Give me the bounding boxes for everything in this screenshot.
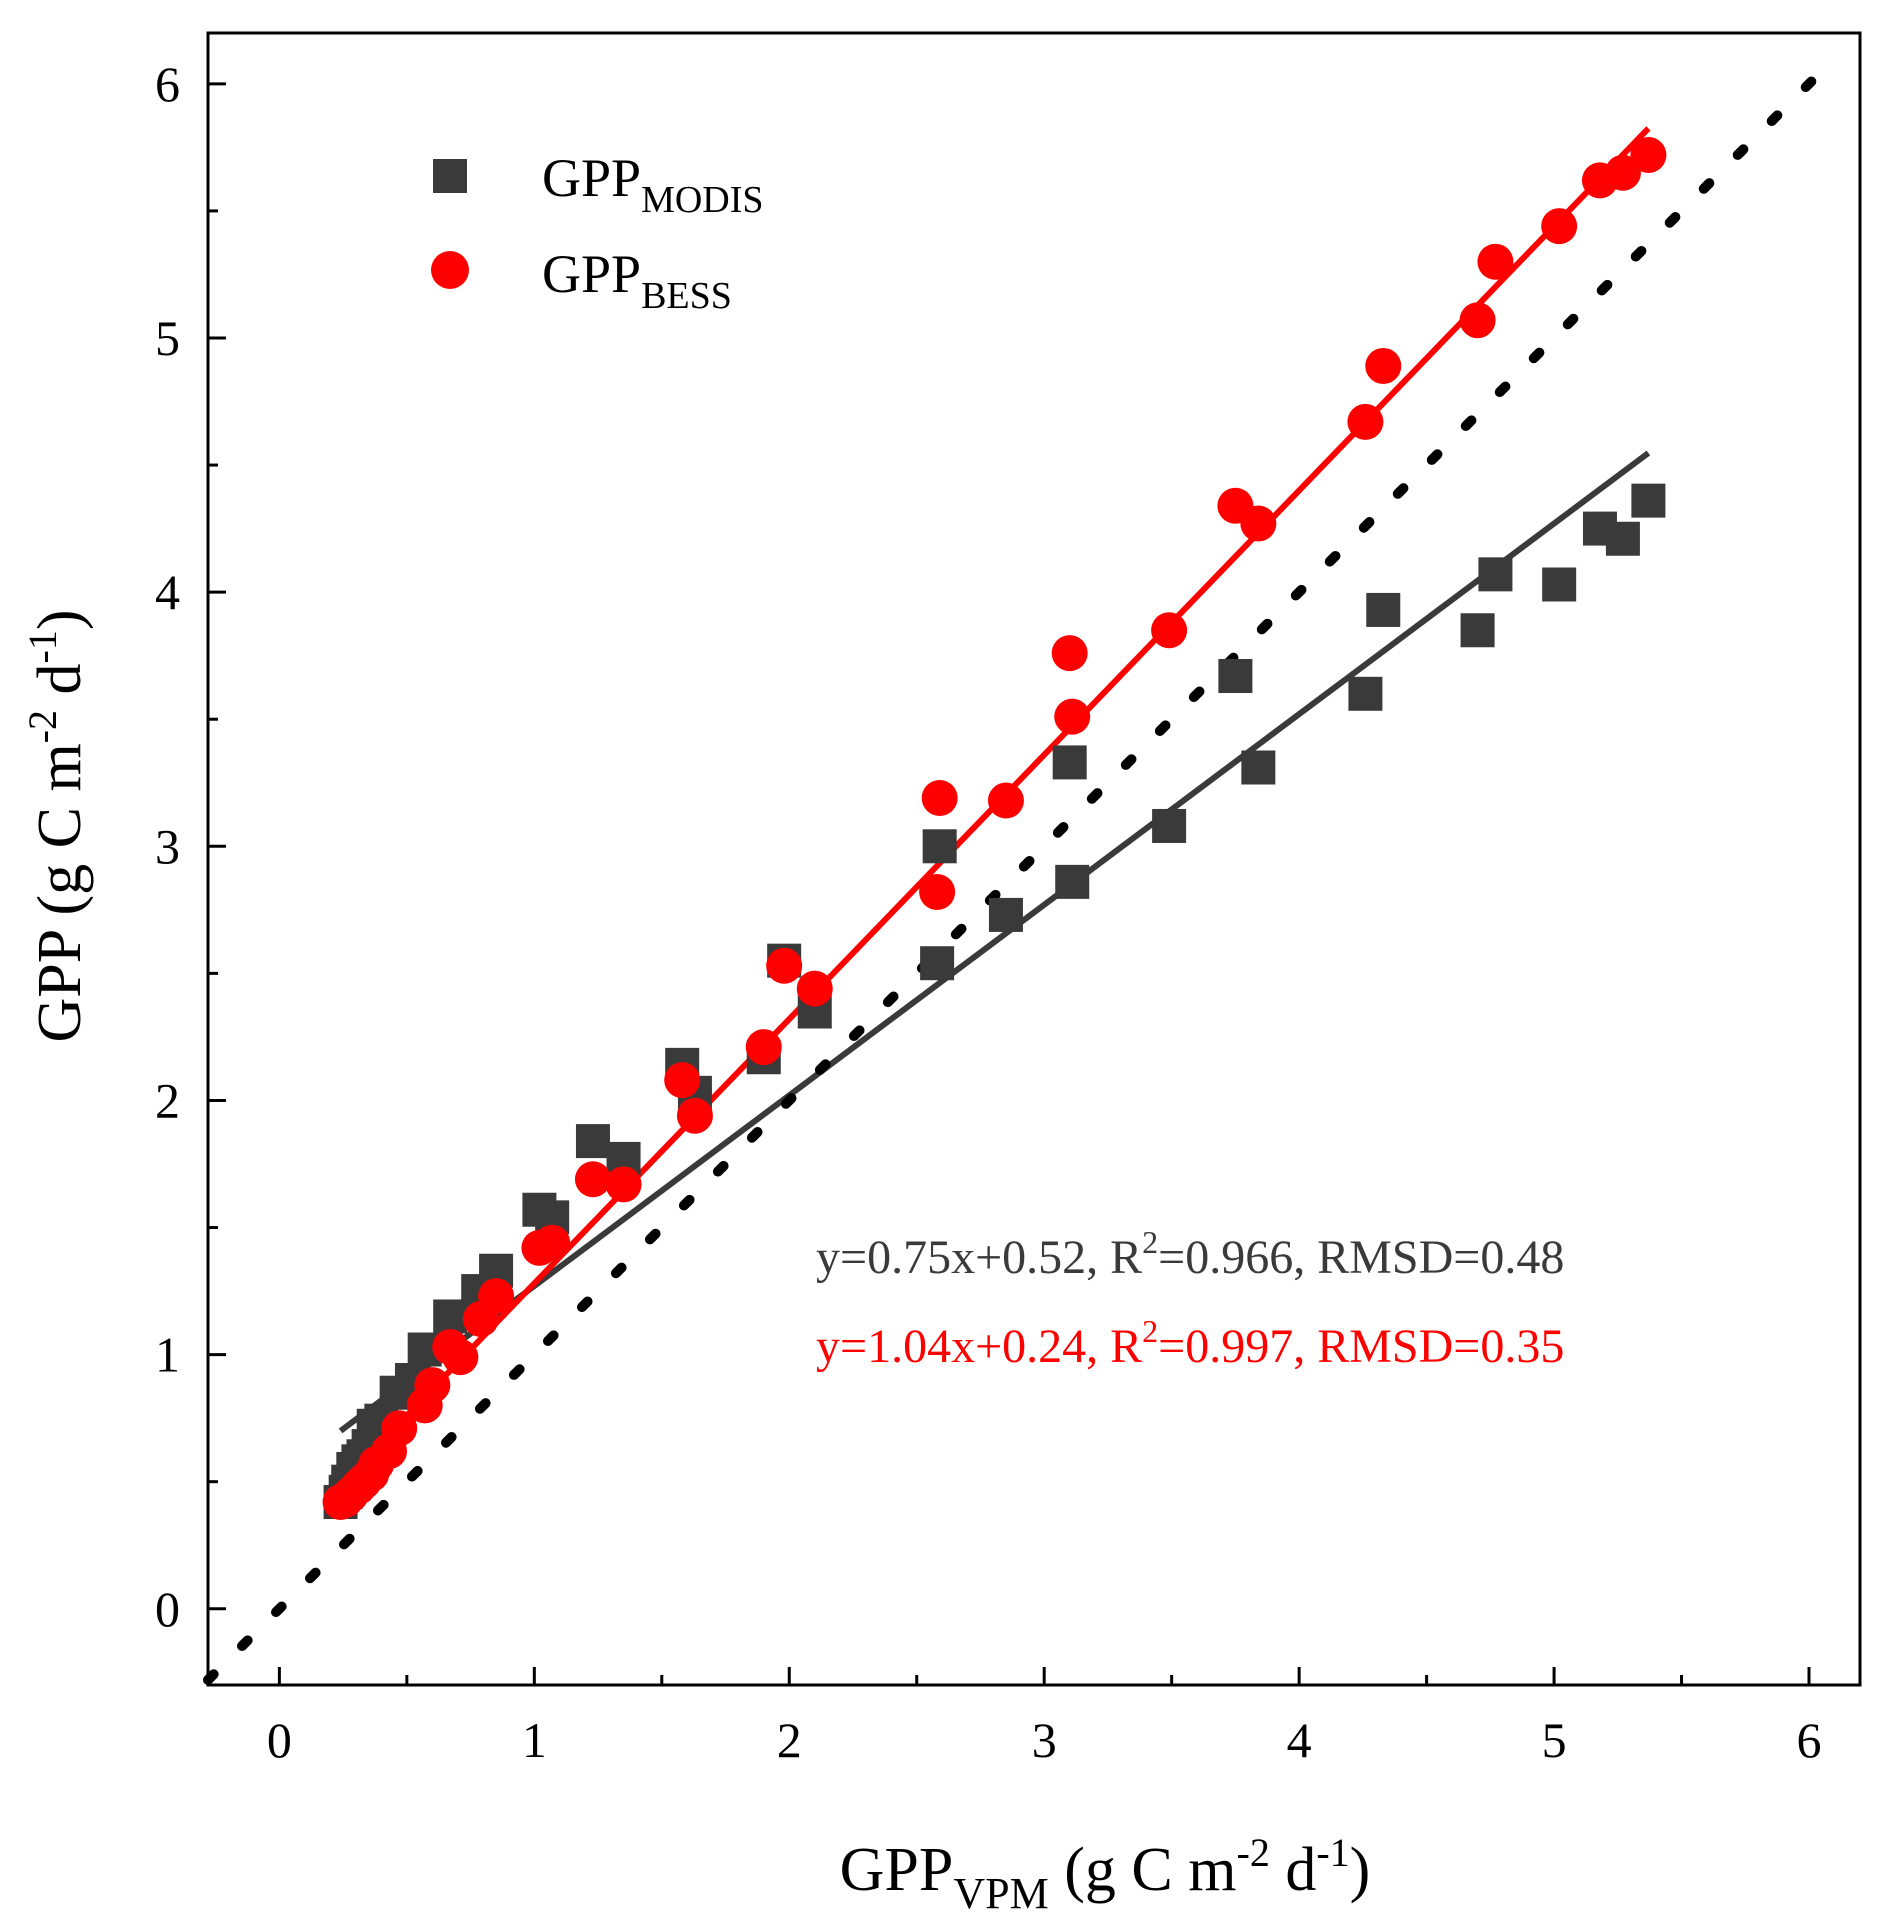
x-tick-label: 6	[1797, 1712, 1822, 1768]
point-gpp_modis	[1366, 592, 1401, 627]
y-tick-label: 6	[155, 56, 180, 112]
point-gpp_bess	[676, 1097, 713, 1134]
legend: GPPMODIS GPPBESS	[431, 148, 764, 317]
annotation-modis-fit: y=0.75x+0.52, R2=0.966, RMSD=0.48	[816, 1224, 1564, 1284]
point-gpp_modis	[1605, 521, 1640, 556]
one-to-one-line	[203, 66, 1827, 1685]
point-gpp_bess	[478, 1278, 515, 1315]
point-gpp_bess	[381, 1410, 418, 1447]
plot-frame	[206, 31, 1862, 1687]
x-tick-label: 3	[1032, 1712, 1057, 1768]
y-tick-label: 3	[155, 818, 180, 874]
point-gpp_bess	[921, 780, 958, 817]
point-gpp_bess	[796, 970, 833, 1007]
y-tick-label: 2	[155, 1072, 180, 1128]
legend-marker-modis	[433, 159, 467, 193]
axis-ticks: 0 1 2 3 4 5 6 0 1 2 3 4 5 6	[155, 56, 1822, 1768]
legend-label-bess: GPPBESS	[542, 244, 732, 317]
point-gpp_modis	[1542, 567, 1577, 602]
point-gpp_modis	[1478, 557, 1513, 592]
point-gpp_bess	[1240, 505, 1277, 542]
y-tick-label: 5	[155, 310, 180, 366]
x-tick-label: 5	[1542, 1712, 1567, 1768]
point-gpp_modis	[1052, 745, 1087, 780]
point-gpp_bess	[1604, 154, 1641, 191]
point-gpp_bess	[1630, 136, 1667, 173]
legend-label-modis: GPPMODIS	[542, 148, 764, 221]
point-gpp_bess	[1459, 302, 1496, 339]
x-axis-title: GPPVPM (g C m-2 d-1)	[840, 1830, 1371, 1913]
y-tick-label: 1	[155, 1327, 180, 1383]
point-gpp_modis	[1460, 613, 1495, 648]
point-gpp_modis	[1055, 864, 1090, 899]
point-gpp_bess	[745, 1029, 782, 1066]
point-gpp_bess	[442, 1339, 479, 1376]
data-points	[322, 136, 1667, 1521]
x-tick-label: 2	[777, 1712, 802, 1768]
point-gpp_bess	[766, 947, 803, 984]
point-gpp_modis	[1348, 676, 1383, 711]
point-gpp_bess	[534, 1224, 571, 1261]
legend-marker-bess	[431, 251, 469, 289]
x-tick-label: 0	[267, 1712, 292, 1768]
point-gpp_modis	[575, 1124, 610, 1159]
point-gpp_bess	[1054, 698, 1091, 735]
point-gpp_bess	[664, 1062, 701, 1099]
point-gpp_bess	[1051, 635, 1088, 672]
point-gpp_bess	[1477, 243, 1514, 280]
point-gpp_bess	[1347, 403, 1384, 440]
point-gpp_modis	[922, 829, 957, 864]
point-gpp_modis	[988, 897, 1023, 932]
point-gpp_modis	[920, 946, 955, 981]
point-gpp_bess	[414, 1367, 451, 1404]
annotation-bess-fit: y=1.04x+0.24, R2=0.997, RMSD=0.35	[816, 1313, 1564, 1373]
point-gpp_bess	[1365, 347, 1402, 384]
x-tick-label: 4	[1287, 1712, 1312, 1768]
point-gpp_bess	[1541, 208, 1578, 245]
point-gpp_modis	[1152, 808, 1187, 843]
y-tick-label: 0	[155, 1581, 180, 1637]
point-gpp_bess	[574, 1161, 611, 1198]
point-gpp_bess	[919, 874, 956, 911]
point-gpp_bess	[1151, 612, 1188, 649]
fit-line-gpp_modis	[338, 450, 1651, 1434]
point-gpp_modis	[1241, 750, 1276, 785]
point-gpp_modis	[1631, 483, 1666, 518]
point-gpp_modis	[1218, 659, 1253, 694]
y-axis-title: GPP (g C m-2 d-1)	[20, 610, 94, 1043]
point-gpp_bess	[987, 782, 1024, 819]
x-tick-label: 1	[522, 1712, 547, 1768]
y-tick-label: 4	[155, 564, 180, 620]
point-gpp_bess	[605, 1166, 642, 1203]
